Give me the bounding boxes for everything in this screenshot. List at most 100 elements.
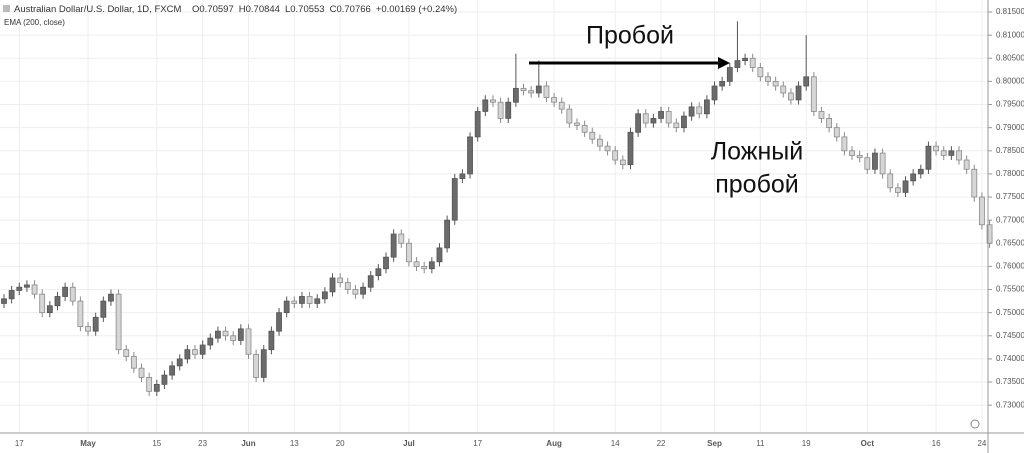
candle-body (497, 101, 504, 119)
candle-body (543, 85, 550, 98)
candle-body (237, 328, 244, 341)
y-tick-label: 0.77500 (996, 192, 1024, 201)
candle-body (1, 298, 7, 304)
candle-body (92, 316, 99, 332)
candle-body (146, 377, 153, 392)
x-tick-label: 13 (290, 439, 299, 448)
candle-body (535, 85, 542, 94)
candle-body (528, 90, 535, 94)
y-tick-label: 0.79000 (996, 123, 1024, 132)
candle-body (520, 87, 527, 92)
candle-body (215, 330, 221, 339)
candle-body (299, 296, 305, 304)
candle-body (436, 247, 443, 263)
candle-body (673, 122, 680, 129)
candle-body (474, 111, 481, 138)
candle-body (971, 168, 978, 198)
candle-body (428, 261, 435, 270)
candle-body (24, 284, 30, 288)
candle-body (77, 300, 84, 327)
candle-body (383, 256, 389, 270)
candle-body (260, 349, 267, 378)
candle-body (482, 99, 489, 112)
grid (0, 0, 988, 432)
x-tick-label: 23 (198, 439, 207, 448)
candle-body (696, 106, 703, 115)
candle-body (765, 76, 771, 82)
candle-body (69, 286, 76, 302)
candle-body (818, 111, 825, 119)
y-tick-label: 0.75500 (996, 285, 1024, 294)
candle-body (459, 173, 466, 179)
candle-body (39, 293, 46, 314)
candle-body (940, 150, 947, 156)
candle-body (321, 291, 328, 300)
y-tick-label: 0.76000 (996, 262, 1024, 271)
false-breakout-label: пробой (715, 171, 799, 199)
candle-body (360, 286, 366, 295)
candle-body (772, 81, 779, 87)
candle-body (933, 145, 939, 152)
candle-body (742, 57, 748, 61)
breakout-label: Пробой (586, 22, 674, 50)
candle-body (451, 178, 458, 221)
candle-body (979, 196, 985, 226)
y-tick-label: 0.78000 (996, 169, 1024, 178)
candle-body (337, 277, 344, 284)
x-tick-label: 22 (657, 439, 666, 448)
candle-body (719, 81, 726, 87)
header-value: 0.70766 (336, 4, 370, 15)
x-tick-label: Sep (707, 439, 722, 448)
candle-body (757, 67, 764, 78)
candle-body (222, 330, 229, 337)
axes: 0.73000 0.73500 0.74000 0.74500 0.75000 0.755… (15, 7, 1024, 448)
candle-body (795, 85, 802, 101)
candle-body (268, 330, 275, 351)
candle-body (329, 277, 336, 293)
x-tick-label: 11 (756, 439, 765, 448)
candle-body (490, 99, 496, 103)
candle-body (734, 60, 741, 68)
candle-body (153, 383, 160, 392)
x-tick-label: May (80, 439, 96, 448)
x-tick-label: Jul (403, 439, 415, 448)
y-tick-label: 0.80000 (996, 77, 1024, 86)
y-tick-label: 0.75000 (996, 308, 1024, 317)
candle-body (833, 127, 840, 138)
x-tick-label: 17 (15, 439, 24, 448)
candle-body (467, 136, 473, 175)
candle-body (184, 349, 191, 360)
candle-body (604, 145, 611, 152)
header-key: C (330, 4, 337, 15)
candle-body (589, 131, 596, 140)
candle-body (597, 138, 603, 147)
x-tick-label: 19 (802, 439, 811, 448)
candle-body (276, 312, 282, 332)
x-tick-label: 17 (473, 439, 482, 448)
candle-body (551, 97, 557, 103)
y-tick-label: 0.73500 (996, 377, 1024, 386)
candle-body (367, 275, 374, 288)
candle-body (115, 293, 122, 351)
y-tick-label: 0.77000 (996, 215, 1024, 224)
candle-body (803, 76, 810, 87)
candle-body (917, 168, 924, 175)
candle-body (85, 326, 91, 332)
candle-body (749, 57, 756, 68)
candle-body (872, 152, 878, 170)
candle-body (910, 173, 917, 182)
candle-body (512, 87, 519, 103)
settings-icon[interactable] (970, 419, 980, 429)
header-value: 0.70597 (199, 4, 233, 15)
candle-body (726, 67, 733, 82)
candle-body (390, 233, 397, 258)
candle-body (16, 286, 23, 291)
candle-body (788, 92, 794, 101)
candle-body (161, 374, 168, 385)
candle-body (925, 145, 932, 170)
candle-body (62, 286, 69, 297)
x-tick-label: 20 (336, 439, 345, 448)
candle-body (108, 293, 114, 302)
candle-body (306, 296, 313, 304)
candle-body (650, 118, 657, 124)
